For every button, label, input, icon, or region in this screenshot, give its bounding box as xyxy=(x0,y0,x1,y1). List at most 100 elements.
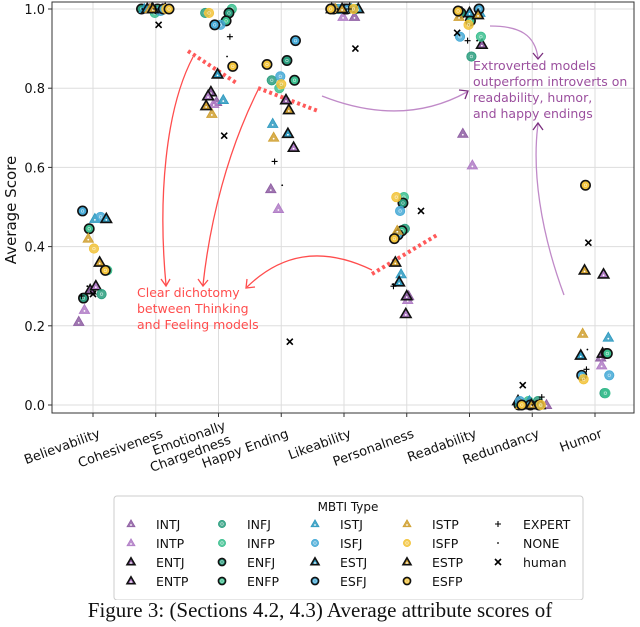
legend-item-infj: INFJ xyxy=(218,517,271,532)
legend-marker-estj xyxy=(309,556,321,566)
point-intp-0 xyxy=(78,303,91,314)
red-arrowhead-2 xyxy=(197,278,209,288)
legend-marker-isfj xyxy=(311,539,319,547)
point-estp-6 xyxy=(471,7,485,20)
legend-item-enfj: ENFJ xyxy=(217,555,275,570)
point-isfj-5 xyxy=(395,205,406,217)
point-entp-5 xyxy=(399,306,413,319)
point-isfj-8 xyxy=(604,370,615,381)
red-arrowhead-1 xyxy=(160,278,171,288)
legend-marker-intj xyxy=(126,518,136,528)
point-entp-8 xyxy=(596,267,611,279)
legend-item-isfj: ISFJ xyxy=(311,536,363,551)
legend-label: human xyxy=(523,555,567,570)
point-entj-5 xyxy=(400,288,414,301)
legend-marker-enfp xyxy=(217,576,227,586)
point-isfp-6 xyxy=(463,19,474,30)
legend-marker-none xyxy=(497,542,499,544)
legend-marker-human xyxy=(494,558,502,566)
legend-item-none: NONE xyxy=(497,536,560,551)
point-estj-6 xyxy=(462,5,477,18)
legend-marker-entj xyxy=(125,556,137,566)
divider-personalness xyxy=(370,233,439,276)
legend-item-estp: ESTP xyxy=(401,555,463,570)
point-intj-3 xyxy=(264,182,277,194)
point-estp-4 xyxy=(335,1,349,14)
y-tick-label: 0.0 xyxy=(24,399,45,414)
x-tick-label: Humor xyxy=(558,426,605,455)
point-human-8 xyxy=(584,239,592,247)
point-intp-6 xyxy=(466,159,479,170)
legend-label: ISTP xyxy=(432,517,459,532)
point-intp-3 xyxy=(272,202,285,213)
point-infj-3 xyxy=(266,75,277,86)
y-tick-label: 0.2 xyxy=(24,320,45,335)
point-isfp-5 xyxy=(391,192,402,203)
legend-item-human: human xyxy=(494,555,567,570)
legend-marker-enfj xyxy=(217,557,227,567)
annotation-text: between Thinking xyxy=(137,301,249,316)
point-expert-6 xyxy=(464,37,471,44)
y-tick-label: 0.6 xyxy=(24,161,45,176)
point-enfp-0 xyxy=(83,223,95,235)
point-expert-5 xyxy=(390,283,397,290)
legend-item-entp: ENTP xyxy=(125,574,189,589)
point-estj-0 xyxy=(99,211,113,224)
point-estj-3 xyxy=(281,126,295,139)
point-estp-8 xyxy=(577,263,592,275)
point-human-0 xyxy=(89,290,97,298)
point-expert-2 xyxy=(226,33,233,40)
legend-item-esfp: ESFP xyxy=(402,574,463,589)
legend-item-expert: EXPERT xyxy=(495,517,571,532)
point-intp-8 xyxy=(595,359,608,370)
legend-box xyxy=(113,495,584,600)
legend-title: MBTI Type xyxy=(318,500,379,514)
point-none-4 xyxy=(336,8,339,10)
point-none-3 xyxy=(281,184,284,187)
point-expert-1 xyxy=(152,6,159,12)
legend-label: ISTJ xyxy=(340,517,363,532)
legend-label: ESTJ xyxy=(340,555,367,570)
point-enfp-3 xyxy=(289,74,301,86)
legend-label: ISFP xyxy=(432,536,459,551)
legend-label: ENTP xyxy=(156,574,189,589)
point-estj-2 xyxy=(210,67,225,79)
chart: 0.0 0.2 0.4 0.6 0.8 1.0 BelievabilityCohesive… xyxy=(2,1,635,600)
point-none-8 xyxy=(586,348,589,351)
y-axis-label: Average Score xyxy=(2,156,20,264)
point-esfp-8 xyxy=(580,179,591,191)
legend-marker-esfp xyxy=(402,576,412,586)
legend-item-intp: INTP xyxy=(126,536,185,551)
point-istp-8 xyxy=(576,327,589,338)
legend-label: ESTP xyxy=(432,555,463,570)
purple-arrowhead-1 xyxy=(458,89,469,100)
point-esfp-1 xyxy=(163,3,175,15)
legend-marker-istp xyxy=(402,518,412,528)
point-isfp-3 xyxy=(276,79,287,90)
point-istj-3 xyxy=(266,117,279,128)
point-human-5 xyxy=(417,207,425,215)
legend-marker-entp xyxy=(125,575,137,585)
legend-item-enfp: ENFP xyxy=(217,574,279,589)
annotation-text: Clear dichotomy xyxy=(137,285,240,300)
legend-marker-isfp xyxy=(403,539,411,547)
point-expert-0 xyxy=(78,293,85,300)
point-istj-8 xyxy=(602,331,615,342)
point-istp-2 xyxy=(205,107,218,118)
point-estj-5 xyxy=(392,275,406,287)
point-entp-0 xyxy=(89,279,103,291)
point-human-4 xyxy=(351,45,359,53)
point-isfp-7 xyxy=(535,399,546,411)
point-expert-3 xyxy=(271,158,278,165)
annotation-text: outperform introverts on xyxy=(473,74,627,89)
purple-arrowhead-2 xyxy=(532,52,544,61)
legend-label: ESFP xyxy=(432,574,463,589)
legend-item-esfj: ESFJ xyxy=(310,574,367,589)
point-isfp-0 xyxy=(88,243,100,254)
red-arrow-2 xyxy=(202,89,259,286)
point-infj-0 xyxy=(96,289,107,300)
legend-item-isfp: ISFP xyxy=(403,536,459,551)
point-esfp-5 xyxy=(388,233,400,245)
point-none-1 xyxy=(141,8,144,10)
